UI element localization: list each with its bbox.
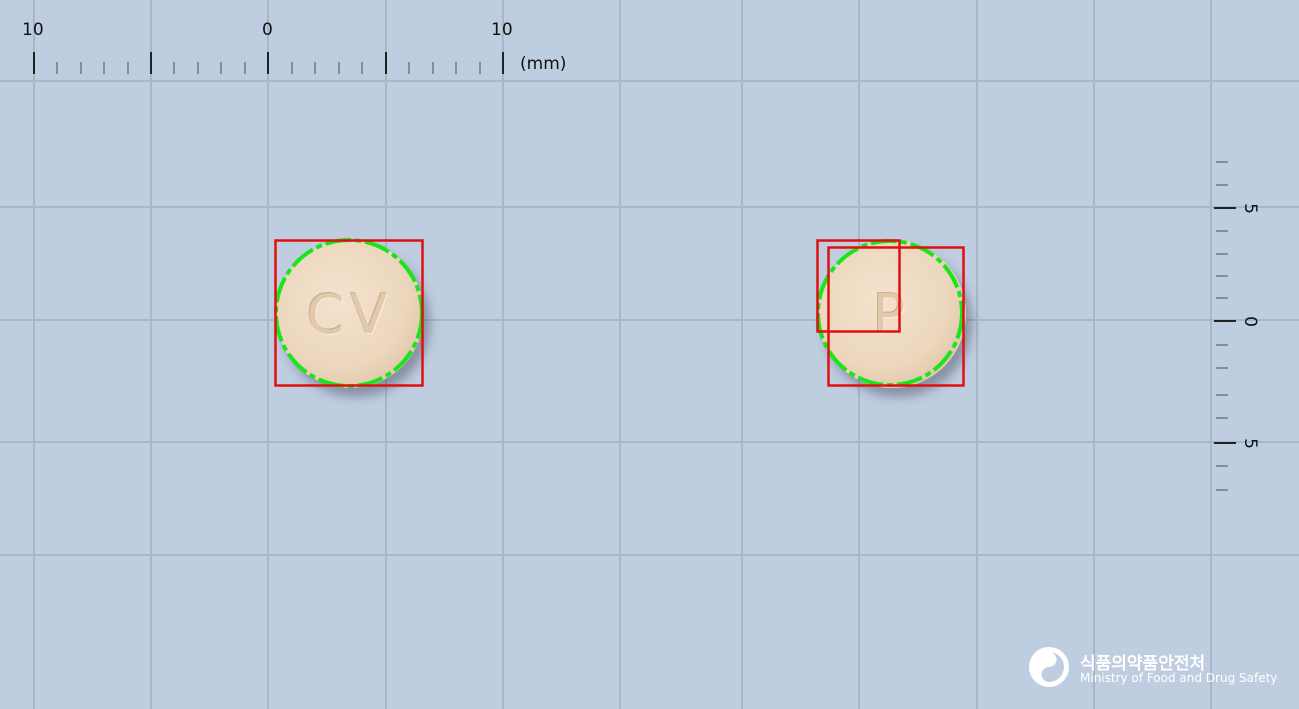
ruler-unit-label: (mm) — [520, 54, 567, 74]
pill-right-contour — [816, 239, 964, 387]
pill-left-imprint: CV — [306, 282, 394, 346]
pill-left-contour — [274, 238, 424, 388]
pill-right-inner-box — [816, 239, 901, 333]
ruler-label-left-10: 10 — [22, 20, 44, 40]
logo-korean-name: 식품의약품안전처 — [1080, 654, 1206, 674]
horizontal-ruler — [33, 52, 504, 74]
ruler-label-zero: 0 — [262, 20, 273, 40]
logo-english-name: Ministry of Food and Drug Safety — [1080, 671, 1278, 685]
ruler-label-right-10: 10 — [491, 20, 513, 40]
pill-right-bounding-box — [827, 246, 965, 387]
pill-left-bounding-box — [274, 239, 424, 387]
taegeuk-swirl-icon — [1029, 647, 1069, 687]
vertical-ruler — [1214, 161, 1236, 491]
